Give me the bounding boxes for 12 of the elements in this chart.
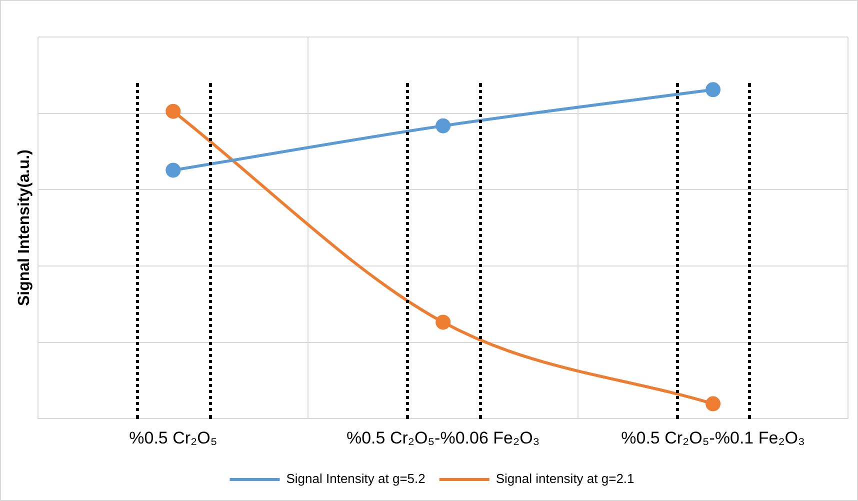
point [436, 314, 451, 330]
x-tick-label: %0.5 Cr₂O₅ [129, 428, 218, 448]
y-axis-title: Signal Intensity(a.u.) [16, 150, 34, 306]
point [706, 82, 721, 98]
legend-label: Signal Intensity at g=5.2 [286, 471, 426, 486]
point [166, 104, 181, 119]
point [166, 162, 181, 178]
point [706, 396, 721, 412]
x-tick-label: %0.5 Cr₂O₅-%0.1 Fe₂O₃ [621, 428, 805, 448]
point [436, 118, 451, 134]
legend-label: Signal intensity at g=2.1 [496, 471, 634, 486]
x-tick-label: %0.5 Cr₂O₅-%0.06 Fe₂O₃ [346, 428, 540, 448]
